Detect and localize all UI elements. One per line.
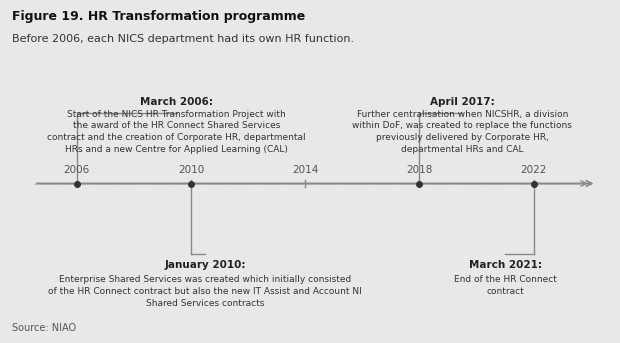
Text: Start of the NICS HR Transformation Project with
the award of the HR Connect Sha: Start of the NICS HR Transformation Proj… xyxy=(47,110,306,154)
Text: 2022: 2022 xyxy=(520,165,547,175)
Text: April 2017:: April 2017: xyxy=(430,97,495,107)
Text: January 2010:: January 2010: xyxy=(164,260,246,270)
Text: 2018: 2018 xyxy=(406,165,433,175)
Text: 2006: 2006 xyxy=(63,165,90,175)
Text: Before 2006, each NICS department had its own HR function.: Before 2006, each NICS department had it… xyxy=(12,34,355,44)
Text: March 2006:: March 2006: xyxy=(140,97,213,107)
Text: Enterprise Shared Services was created which initially consisted
of the HR Conne: Enterprise Shared Services was created w… xyxy=(48,275,362,308)
Text: Figure 19. HR Transformation programme: Figure 19. HR Transformation programme xyxy=(12,10,306,23)
Text: End of the HR Connect
contract: End of the HR Connect contract xyxy=(454,275,557,296)
Text: 2010: 2010 xyxy=(178,165,204,175)
Text: Source: NIAO: Source: NIAO xyxy=(12,323,76,333)
Text: 2014: 2014 xyxy=(292,165,318,175)
Text: March 2021:: March 2021: xyxy=(469,260,541,270)
Text: Further centralisation when NICSHR, a division
within DoF, was created to replac: Further centralisation when NICSHR, a di… xyxy=(352,110,572,154)
